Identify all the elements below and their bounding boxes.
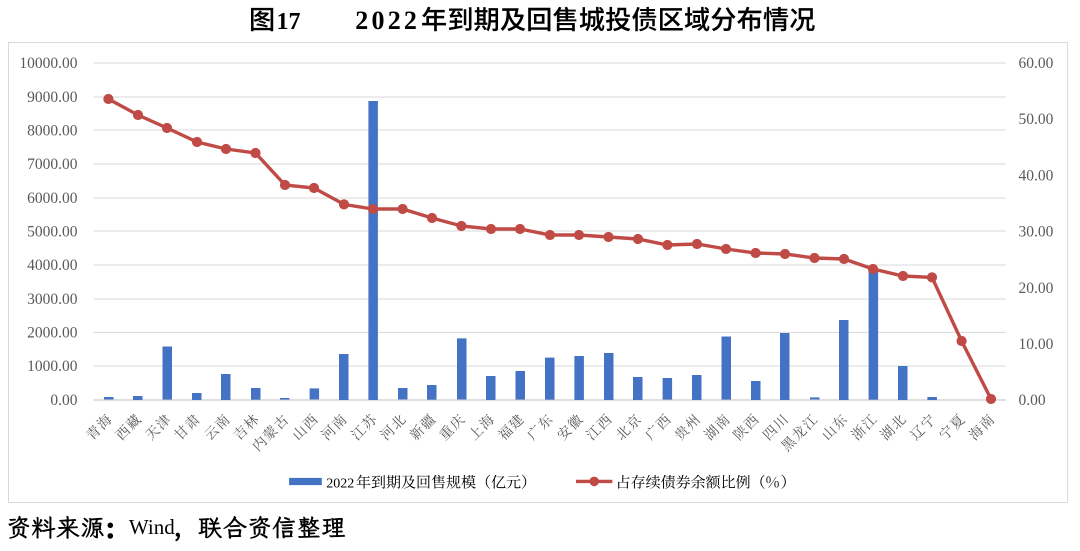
svg-text:4000.00: 4000.00 xyxy=(27,257,78,274)
svg-text:17: 17 xyxy=(277,9,301,35)
svg-text:60.00: 60.00 xyxy=(1019,55,1054,72)
svg-text:20.00: 20.00 xyxy=(1019,280,1054,297)
svg-text:50.00: 50.00 xyxy=(1019,111,1054,128)
svg-text:2022: 2022 xyxy=(326,477,354,492)
svg-text:0.00: 0.00 xyxy=(50,392,77,409)
svg-text:3000.00: 3000.00 xyxy=(27,291,78,308)
svg-text:2000.00: 2000.00 xyxy=(27,325,78,342)
svg-text:1000.00: 1000.00 xyxy=(27,358,78,375)
svg-text:10.00: 10.00 xyxy=(1019,336,1054,353)
svg-text:7000.00: 7000.00 xyxy=(27,156,78,173)
svg-text:40.00: 40.00 xyxy=(1019,167,1054,184)
svg-text:6000.00: 6000.00 xyxy=(27,190,78,207)
svg-text:10000.00: 10000.00 xyxy=(19,55,77,72)
svg-text:2022: 2022 xyxy=(355,6,420,35)
svg-text:8000.00: 8000.00 xyxy=(27,123,78,140)
svg-text:Wind: Wind xyxy=(129,515,175,539)
svg-text:30.00: 30.00 xyxy=(1019,224,1054,241)
svg-text:0.00: 0.00 xyxy=(1019,392,1046,409)
svg-text:5000.00: 5000.00 xyxy=(27,224,78,241)
svg-text:9000.00: 9000.00 xyxy=(27,89,78,106)
